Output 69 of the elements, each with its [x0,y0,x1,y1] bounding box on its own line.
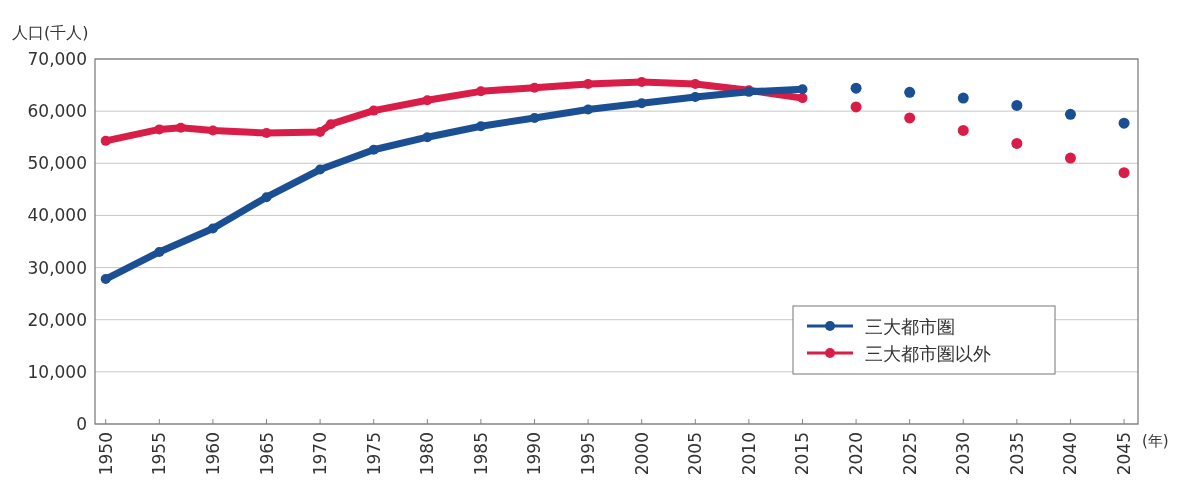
point [636,98,647,109]
point [368,144,379,155]
x-tick-label: 2015 [792,432,813,476]
point [261,192,272,203]
point [207,223,218,234]
point [850,82,862,94]
x-tick-label: 1960 [202,432,223,476]
x-axis-title: (年) [1142,432,1169,450]
y-tick-label: 10,000 [27,361,87,382]
point [154,124,165,135]
point [475,86,486,97]
point [475,121,486,132]
point [690,79,701,90]
point [175,122,186,133]
point [100,135,111,146]
x-tick-label: 1965 [256,432,277,476]
x-tick-label: 2030 [953,432,974,476]
point [904,86,916,98]
x-tick-label: 1995 [578,432,599,476]
point [154,246,165,257]
point [636,76,647,87]
y-tick-label: 60,000 [27,101,87,122]
point [529,112,540,123]
point [422,95,433,106]
y-tick-label: 70,000 [27,49,87,69]
x-tick-label: 1975 [363,432,384,476]
x-tick-label: 1990 [524,432,545,476]
point [1064,108,1076,120]
x-tick-label: 1980 [417,432,438,476]
point [797,93,808,104]
y-axis-title: 人口(千人) [12,23,89,42]
x-tick-label: 2040 [1060,432,1081,476]
point [797,84,808,95]
legend-label: 三大都市圏 [865,316,955,337]
point [207,125,218,136]
point [325,119,336,130]
x-tick-label: 2005 [685,432,706,476]
point [1011,137,1023,149]
y-tick-label: 20,000 [27,309,87,330]
x-tick-label: 1970 [310,432,331,476]
point [904,112,916,124]
x-tick-label: 2000 [631,432,652,476]
point [315,164,326,175]
point [850,101,862,113]
y-tick-label: 30,000 [27,257,87,278]
y-tick-label: 0 [76,414,87,434]
x-tick-label: 2045 [1114,432,1135,476]
point [315,127,326,137]
point [583,104,594,115]
x-tick-label: 2020 [846,432,867,476]
point [1118,167,1130,179]
y-tick-label: 40,000 [27,205,87,226]
point [422,132,433,143]
y-tick-label: 50,000 [27,153,87,174]
x-tick-label: 2035 [1006,432,1027,476]
point [957,124,969,136]
point [957,92,969,104]
x-tick-label: 1985 [470,432,491,476]
point [100,274,111,285]
x-tick-label: 1955 [149,432,170,476]
point [368,105,379,116]
x-tick-label: 2025 [899,432,920,476]
point [1118,117,1130,129]
point [1011,99,1023,111]
x-tick-label: 2010 [738,432,759,476]
point [1064,152,1076,164]
point [261,128,272,139]
x-tick-label: 1950 [95,432,116,476]
legend-label: 三大都市圏以外 [865,343,991,364]
